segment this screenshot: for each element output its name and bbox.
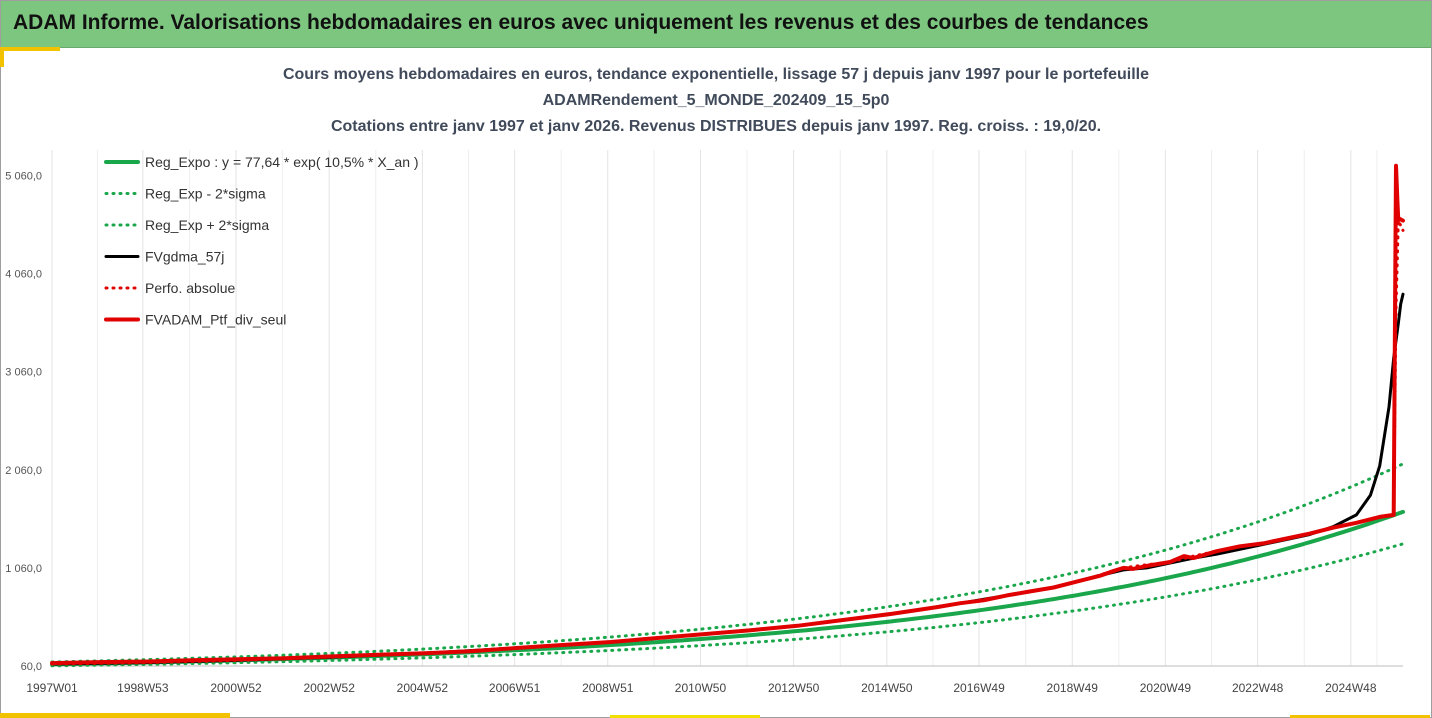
series-line-gdma bbox=[50, 292, 1405, 666]
y-tick-label: 5 060,0 bbox=[5, 171, 42, 183]
series-line-reg_low bbox=[50, 542, 1405, 668]
x-tick-label: 2008W51 bbox=[582, 681, 634, 695]
y-tick-label: 60,0 bbox=[21, 661, 42, 673]
legend-label-reg_expo: Reg_Expo : y = 77,64 * exp( 10,5% * X_an… bbox=[145, 154, 419, 170]
chart-series bbox=[50, 163, 1405, 668]
legend-label-reg_low: Reg_Exp - 2*sigma bbox=[145, 186, 266, 202]
accent-bar-bottom-right bbox=[1290, 715, 1430, 718]
chart-legend: Reg_Expo : y = 77,64 * exp( 10,5% * X_an… bbox=[104, 154, 419, 328]
x-tick-label: 2014W50 bbox=[861, 681, 913, 695]
accent-bar-top-left bbox=[0, 47, 4, 67]
legend-label-perfo: Perfo. absolue bbox=[145, 280, 235, 296]
series-line-reg_expo bbox=[50, 509, 1405, 667]
x-tick-label: 2022W48 bbox=[1232, 681, 1284, 695]
x-tick-label: 2006W51 bbox=[489, 681, 541, 695]
legend-label-reg_high: Reg_Exp + 2*sigma bbox=[145, 217, 269, 233]
x-tick-label: 2016W49 bbox=[953, 681, 1005, 695]
chart-axes: 60,0 1 060,0 2 060,0 3 060,0 4 060,0 5 060,0 1… bbox=[5, 171, 1403, 695]
series-line-reg_high bbox=[50, 462, 1405, 664]
x-tick-label: 2018W49 bbox=[1047, 681, 1099, 695]
legend-label-gdma: FVgdma_57j bbox=[145, 249, 224, 265]
series-line-ptf bbox=[50, 163, 1405, 666]
x-tick-label: 1997W01 bbox=[26, 681, 78, 695]
x-tick-label: 2000W52 bbox=[210, 681, 262, 695]
chart-title-line-3: Cotations entre janv 1997 et janv 2026. … bbox=[330, 118, 1102, 135]
x-tick-label: 2002W52 bbox=[304, 681, 356, 695]
x-tick-label: 2004W52 bbox=[397, 681, 449, 695]
y-tick-label: 2 060,0 bbox=[5, 465, 42, 477]
y-tick-label: 1 060,0 bbox=[5, 563, 42, 575]
x-tick-label: 2012W50 bbox=[768, 681, 820, 695]
x-tick-label: 1998W53 bbox=[117, 681, 169, 695]
chart-title-line-2: ADAMRendement_5_MONDE_202409_15_5p0 bbox=[542, 92, 890, 109]
x-tick-label: 2010W50 bbox=[675, 681, 727, 695]
chart-title-line-1: Cours moyens hebdomadaires en euros, ten… bbox=[282, 66, 1150, 83]
accent-bar-top-left-horizontal bbox=[0, 47, 60, 51]
legend-label-ptf: FVADAM_Ptf_div_seul bbox=[145, 312, 286, 328]
report-title: ADAM Informe. Valorisations hebdomadaire… bbox=[13, 11, 1149, 34]
x-tick-label: 2024W48 bbox=[1325, 681, 1377, 695]
y-tick-label: 4 060,0 bbox=[5, 269, 42, 281]
series-line-perfo bbox=[50, 219, 1405, 666]
y-tick-label: 3 060,0 bbox=[5, 367, 42, 379]
accent-bar-bottom-left bbox=[0, 713, 230, 718]
x-tick-label: 2020W49 bbox=[1140, 681, 1192, 695]
report-header: ADAM Informe. Valorisations hebdomadaire… bbox=[1, 1, 1431, 48]
accent-bar-bottom-middle bbox=[610, 715, 760, 718]
